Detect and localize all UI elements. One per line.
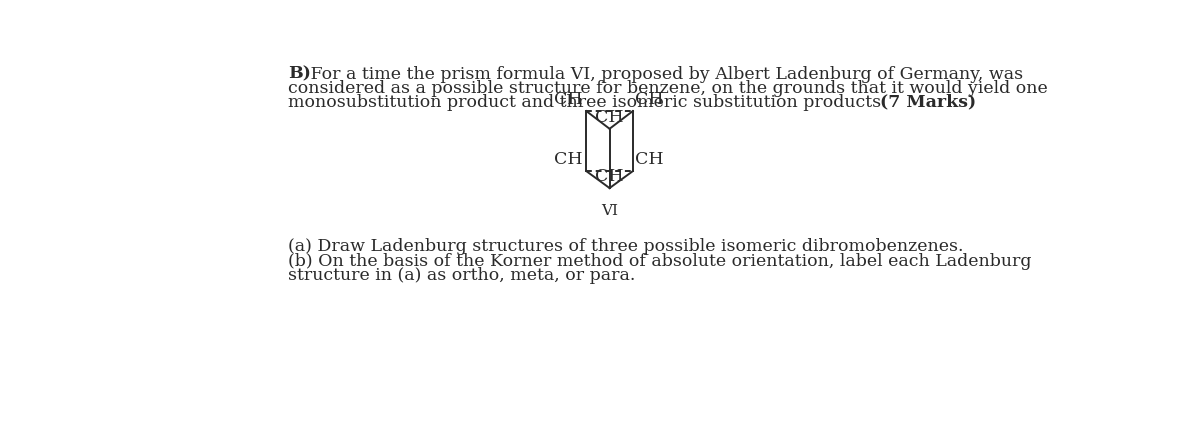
Text: CH: CH (595, 168, 624, 185)
Text: CH: CH (635, 151, 664, 168)
Text: structure in (a) as ortho, meta, or para.: structure in (a) as ortho, meta, or para… (288, 266, 635, 283)
Text: CH: CH (554, 91, 582, 108)
Text: CH: CH (595, 109, 624, 126)
Text: CH: CH (635, 91, 664, 108)
Text: VI: VI (601, 204, 618, 218)
Text: CH: CH (554, 151, 582, 168)
Text: (a) Draw Ladenburg structures of three possible isomeric dibromobenzenes.: (a) Draw Ladenburg structures of three p… (288, 237, 964, 254)
Text: monosubstitution product and three isomeric substitution products.: monosubstitution product and three isome… (288, 93, 887, 110)
Text: considered as a possible structure for benzene, on the grounds that it would yie: considered as a possible structure for b… (288, 80, 1048, 97)
Text: (7 Marks): (7 Marks) (880, 93, 976, 110)
Text: (b) On the basis of the Korner method of absolute orientation, label each Ladenb: (b) On the basis of the Korner method of… (288, 252, 1032, 269)
Text: For a time the prism formula VI, proposed by Albert Ladenburg of Germany, was: For a time the prism formula VI, propose… (305, 66, 1024, 83)
Text: B): B) (288, 66, 311, 83)
